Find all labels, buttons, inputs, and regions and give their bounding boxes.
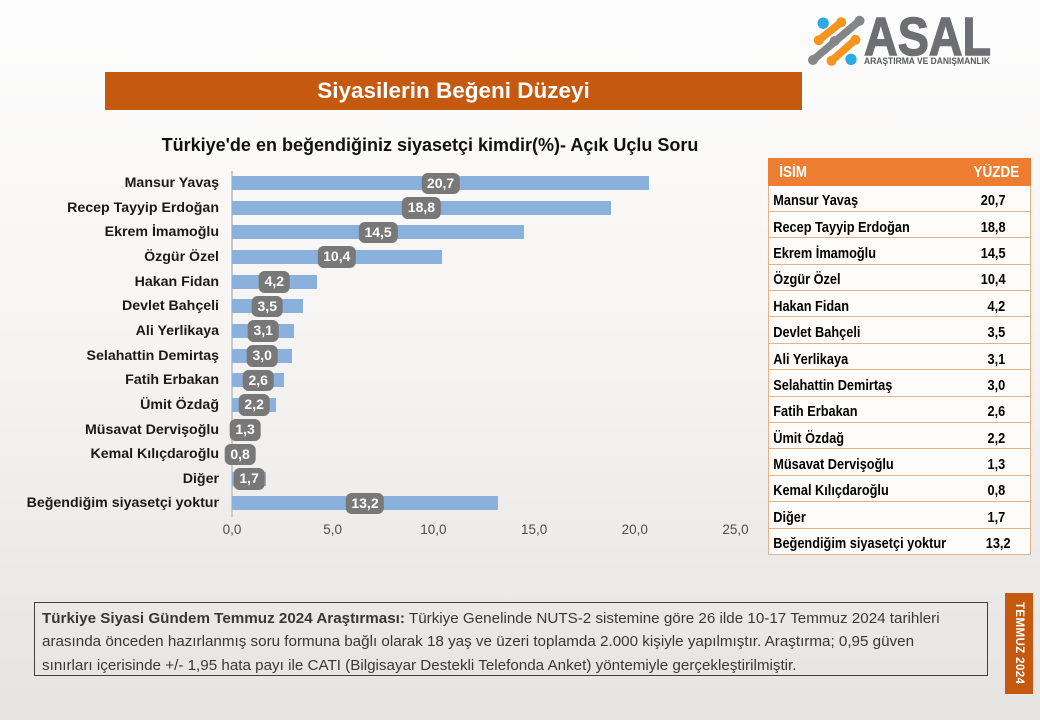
svg-text:ARAŞTIRMA VE DANIŞMANLIK: ARAŞTIRMA VE DANIŞMANLIK bbox=[864, 56, 990, 66]
svg-text:ASAL: ASAL bbox=[864, 7, 991, 67]
